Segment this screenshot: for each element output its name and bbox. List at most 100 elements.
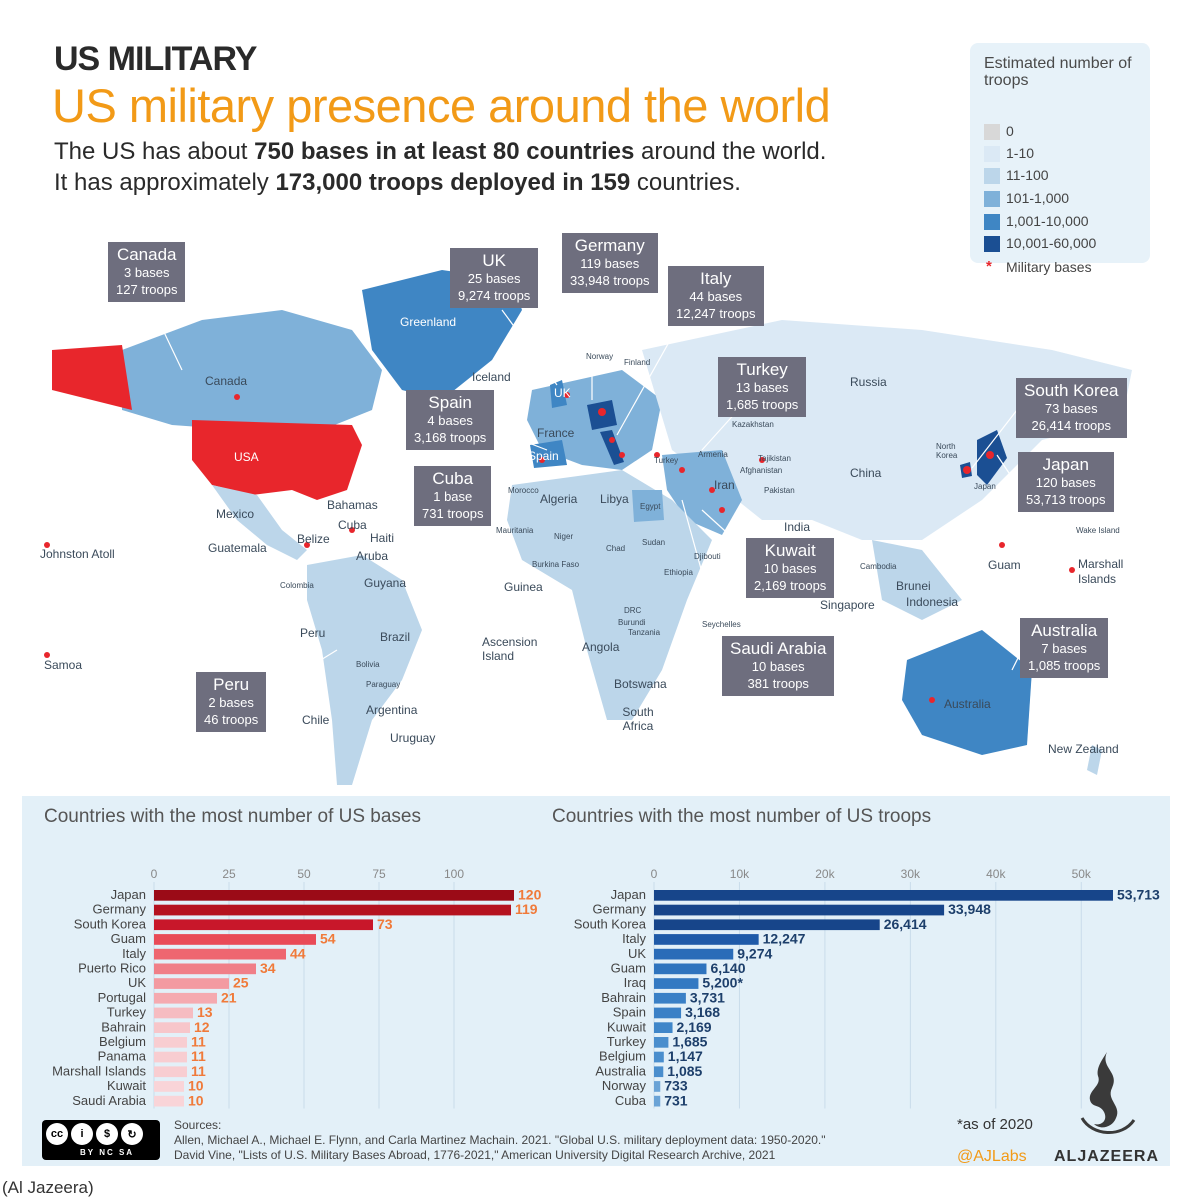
bar (154, 1081, 184, 1092)
map-label: Kazakhstan (732, 420, 774, 429)
map-label: Brunei (896, 579, 931, 593)
bases-bar-chart: 0 25 50 75 100 Japan 120 Germany 119 South Korea 7… (52, 867, 542, 1109)
value-label: 731 (664, 1092, 688, 1108)
map-label: Paraguay (366, 680, 401, 689)
map-label: Bahamas (327, 498, 378, 512)
bar (154, 1066, 187, 1078)
bar (154, 1022, 190, 1033)
value-label: 9,274 (737, 945, 772, 961)
x-tick-label: 25 (222, 867, 236, 881)
base-marker (539, 457, 545, 463)
bar (154, 1051, 187, 1063)
bar (154, 934, 316, 945)
x-tick-label: 0 (651, 867, 658, 881)
value-label: 26,414 (884, 916, 927, 932)
map-label: Tajikistan (758, 454, 791, 463)
bases-chart-title: Countries with the most number of US bas… (44, 806, 422, 827)
value-label: 6,140 (710, 960, 745, 976)
map-label: Uruguay (390, 731, 436, 745)
value-label: 33,948 (948, 901, 991, 917)
source-2: David Vine, "Lists of U.S. Military Base… (174, 1148, 776, 1162)
australia-shape (902, 630, 1032, 755)
category-label: Saudi Arabia (72, 1093, 146, 1108)
map-label: Ethiopia (664, 568, 693, 577)
charts-section: Countries with the most number of US bas… (22, 796, 1170, 1166)
bar (654, 1095, 661, 1107)
map-label: Belize (297, 532, 330, 546)
x-tick-label: 40k (986, 867, 1006, 881)
callout-turkey: Turkey 13 bases 1,685 troops (718, 357, 807, 417)
map-label: Japan (974, 482, 996, 491)
creative-commons-badge: cc i $ ↻ BY NC SA (42, 1120, 160, 1160)
category-label: Belgium (599, 1049, 646, 1064)
infographic: US MILITARY US military presence around … (22, 20, 1170, 1166)
bar (154, 948, 286, 960)
callout-saudi-arabia: Saudi Arabia 10 bases 381 troops (722, 636, 835, 696)
egypt-shape (632, 490, 664, 522)
value-label: 1,685 (672, 1033, 707, 1049)
troops-chart-title: Countries with the most number of US tro… (552, 806, 932, 827)
value-label: 5,200* (702, 975, 743, 991)
category-label: Norway (602, 1078, 647, 1093)
bar (654, 1007, 682, 1019)
sa-icon: ↻ (121, 1123, 143, 1145)
map-label: Egypt (640, 502, 661, 511)
canada-shape (122, 310, 382, 430)
base-marker (999, 542, 1005, 548)
category-label: Australia (595, 1063, 646, 1078)
bar (654, 963, 707, 975)
category-label: UK (128, 975, 146, 990)
category-label: Italy (122, 946, 146, 961)
value-label: 3,731 (690, 989, 725, 1005)
value-label: 25 (233, 975, 249, 991)
nc-icon: $ (96, 1123, 118, 1145)
base-marker (679, 467, 685, 473)
map-label: Pakistan (764, 486, 795, 495)
map-label: Norway (586, 352, 614, 361)
category-label: Germany (93, 902, 147, 917)
base-marker (44, 652, 50, 658)
value-label: 1,085 (667, 1063, 702, 1079)
map-label: Russia (850, 375, 887, 389)
callout-kuwait: Kuwait 10 bases 2,169 troops (746, 538, 835, 598)
subtitle-line-2: It has approximately 173,000 troops depl… (54, 169, 741, 196)
map-label: Wake Island (1076, 526, 1120, 535)
base-marker (234, 394, 240, 400)
troops-bar-chart: 0 10k 20k 30k 40k 50k Japan 53,713 Germany 33,948… (574, 867, 1160, 1109)
map-label: Finland (624, 358, 651, 367)
value-label: 54 (320, 931, 336, 947)
alaska-shape (52, 345, 132, 410)
map-label: Niger (554, 532, 574, 541)
map-label: Guyana (364, 576, 407, 590)
map-label: Armenia (698, 450, 728, 459)
base-marker (986, 451, 994, 459)
map-label: Colombia (280, 581, 314, 590)
bar (654, 890, 1114, 901)
map-label: Sudan (642, 538, 666, 547)
value-label: 10 (188, 1078, 204, 1094)
map-label: Samoa (44, 658, 83, 672)
map-label: India (784, 520, 811, 534)
bar (654, 1022, 673, 1033)
category-label: Belgium (99, 1034, 146, 1049)
value-label: 1,147 (668, 1048, 703, 1064)
base-marker (654, 452, 660, 458)
map-label: Spain (528, 449, 559, 463)
value-label: 10 (188, 1092, 204, 1108)
sources-label: Sources: (174, 1118, 222, 1132)
base-marker (709, 487, 715, 493)
value-label: 119 (515, 901, 538, 917)
category-label: Panama (98, 1049, 147, 1064)
uk-shape (550, 380, 567, 408)
map-label: Turkey (654, 456, 679, 465)
map-label: Iran (714, 478, 735, 492)
map-label: Cuba (338, 518, 367, 532)
callout-cuba: Cuba 1 base 731 troops (414, 466, 492, 526)
value-label: 733 (664, 1078, 688, 1094)
x-tick-label: 30k (901, 867, 921, 881)
ajlabs-handle: @AJLabs (957, 1148, 1027, 1165)
category-label: Turkey (107, 1005, 147, 1020)
category-label: Marshall Islands (52, 1063, 146, 1078)
value-label: 53,713 (1117, 886, 1160, 902)
category-label: Japan (611, 887, 646, 902)
